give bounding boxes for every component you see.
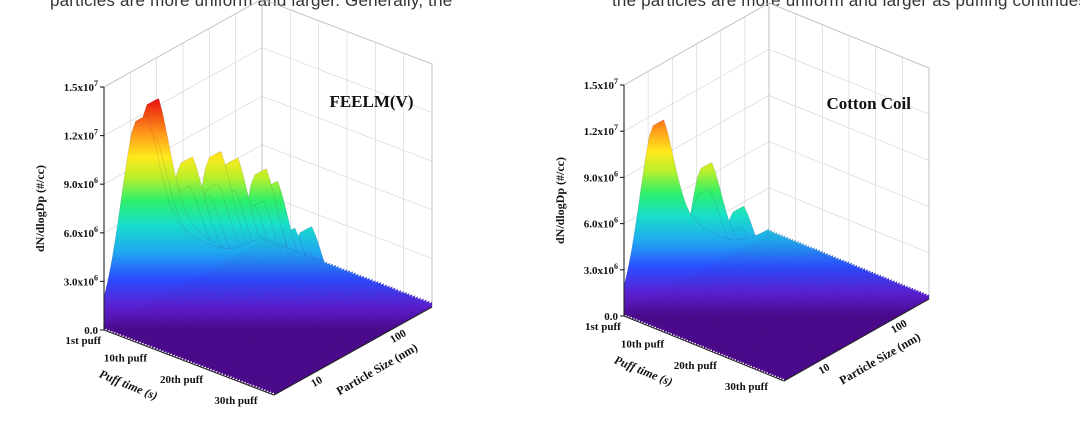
gridline-value: [103, 0, 433, 88]
size-tick-label: 10: [817, 361, 833, 377]
y-tick-label: 1.5x107: [584, 77, 618, 92]
gridline-value: [623, 48, 930, 132]
surface-slice: [103, 114, 263, 331]
chart-panel-2: 0.0 3.0x106 6.0x106 9.0x106 1.2x107 1.5x107 1s…: [553, 2, 930, 393]
puff-axis: [623, 315, 785, 382]
size-axis: [783, 298, 930, 382]
y-axis-title: dN/dlogDp (#/cc): [553, 157, 567, 244]
y-tick-label: 1.5x107: [64, 79, 98, 94]
frame-top: [103, 0, 433, 307]
y-tick-label: 6.0x106: [64, 225, 98, 240]
y-tick-label: 6.0x106: [584, 216, 618, 231]
y-tick-label: 9.0x106: [64, 176, 98, 191]
puff-tick-label: 20th puff: [160, 374, 203, 386]
puff-tick-label: 10th puff: [621, 339, 664, 351]
caption-right: the particles are more uniform and large…: [612, 0, 1080, 10]
y-tick-label: 3.0x106: [64, 273, 98, 288]
x-axis-title: Puff time (s): [612, 353, 675, 389]
y-tick-label: 0.0: [604, 311, 618, 323]
x-axis-title: Puff time (s): [97, 367, 160, 403]
size-axis: [273, 306, 433, 396]
frame-top: [623, 2, 930, 299]
y-tick-label: 1.2x107: [584, 123, 618, 138]
panel-title: Cotton Coil: [826, 94, 911, 113]
panel-title: FEELM(V): [329, 92, 413, 111]
surface-slices: [103, 98, 433, 396]
gridline-value: [623, 2, 930, 86]
puff-tick-label: 1st puff: [65, 335, 101, 347]
chart-panel-1: 0.0 3.0x106 6.0x106 9.0x106 1.2x107 1.5x107 1s…: [33, 0, 433, 407]
size-tick-label: 10: [309, 374, 325, 390]
y-axis-title: dN/dlogDp (#/cc): [33, 165, 47, 252]
puff-tick-label: 10th puff: [104, 353, 147, 365]
y-tick-label: 0.0: [84, 325, 98, 337]
y-tick-label: 9.0x106: [584, 169, 618, 184]
y-tick-label: 1.2x107: [64, 128, 98, 143]
puff-tick-label: 1st puff: [585, 321, 621, 333]
y-tick-label: 3.0x106: [584, 262, 618, 277]
puff-axis: [103, 329, 275, 396]
surface-slice: [623, 119, 770, 317]
puff-tick-label: 30th puff: [214, 395, 257, 407]
puff-tick-label: 20th puff: [674, 360, 717, 372]
puff-tick-label: 30th puff: [725, 381, 768, 393]
surface-slices: [623, 119, 930, 382]
